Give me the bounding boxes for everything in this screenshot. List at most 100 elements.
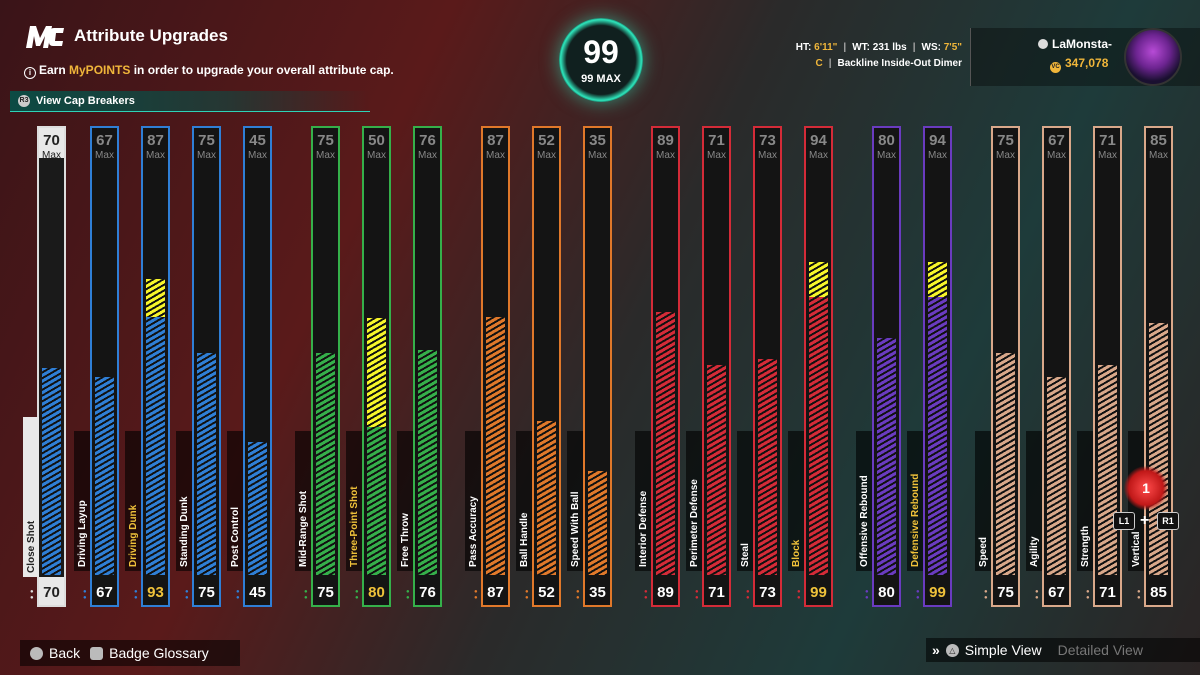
attribute-bar-steal[interactable]: 73 Max 73 Steal ● ● [737, 126, 782, 607]
attribute-name: Steal [740, 543, 751, 567]
attribute-bar-three-point-shot[interactable]: 50 Max 80 Three-Point Shot ● ● [346, 126, 391, 607]
attribute-bar-offensive-rebound[interactable]: 80 Max 80 Offensive Rebound ● ● [856, 126, 901, 607]
attribute-dots-icon: ● ● [746, 589, 750, 601]
attribute-name: Driving Dunk [128, 504, 139, 567]
attribute-bar-interior-defense[interactable]: 89 Max 89 Interior Defense ● ● [635, 126, 680, 607]
attribute-fill [809, 297, 828, 575]
attribute-cap-value: 75 [198, 132, 215, 149]
attribute-bar-agility[interactable]: 67 Max 67 Agility ● ● [1026, 126, 1071, 607]
simple-view-tab[interactable]: Simple View [964, 642, 1042, 658]
attribute-dots-icon: ● ● [1086, 589, 1090, 601]
attribute-label: Mid-Range Shot [295, 431, 311, 571]
attribute-dots-icon: ● ● [525, 589, 529, 601]
attribute-dots-icon: ● ● [1035, 589, 1039, 601]
attribute-bar-close-shot[interactable]: 70 Max 70 Close Shot ● ● [23, 126, 66, 607]
r1-button[interactable]: R1 [1157, 512, 1179, 530]
attribute-current-value: 99 [810, 584, 827, 601]
page-subtitle: i Earn MyPOINTS in order to upgrade your … [24, 63, 394, 79]
attribute-fill [656, 312, 675, 575]
attribute-cap-label: Max [1047, 150, 1066, 161]
attribute-current-value: 71 [708, 584, 725, 601]
attribute-cap-value: 71 [708, 132, 725, 149]
attribute-name: Vertical [1131, 531, 1142, 567]
attribute-name: Driving Layup [77, 500, 88, 567]
attribute-current-value: 75 [317, 584, 334, 601]
attribute-bar-ball-handle[interactable]: 52 Max 52 Ball Handle ● ● [516, 126, 561, 607]
page-indicator-ring: 1 [1124, 466, 1168, 510]
attribute-dots-icon: ● ● [304, 589, 308, 601]
attribute-cap-label: Max [1149, 150, 1168, 161]
player-position: C [815, 58, 823, 69]
l1-button[interactable]: L1 [1113, 512, 1135, 530]
attribute-current-value: 71 [1099, 584, 1116, 601]
attribute-name: Free Throw [400, 513, 411, 567]
attribute-cap-label: Max [418, 150, 437, 161]
attribute-fill [707, 365, 726, 575]
info-icon: i [24, 67, 36, 79]
attribute-name: Ball Handle [519, 512, 530, 567]
mycareer-logo-icon [26, 26, 64, 48]
attribute-label: Defensive Rebound [907, 431, 923, 571]
vc-coin-icon: VC [1050, 62, 1061, 73]
attribute-bar-vertical[interactable]: 85 Max 85 Vertical ● ● [1128, 126, 1173, 607]
attribute-fill [928, 297, 947, 575]
attribute-dots-icon: ● ● [474, 589, 478, 601]
attribute-cap-value: 52 [538, 132, 555, 149]
gamertag: LaMonsta- [1038, 37, 1112, 51]
r3-button-icon: R3 [18, 95, 30, 107]
attribute-cap-label: Max [42, 150, 61, 161]
height-label: HT: [795, 42, 812, 53]
attribute-bar-pass-accuracy[interactable]: 87 Max 87 Pass Accuracy ● ● [465, 126, 510, 607]
attribute-bar-mid-range-shot[interactable]: 75 Max 75 Mid-Range Shot ● ● [295, 126, 340, 607]
attribute-bar-strength[interactable]: 71 Max 71 Strength ● ● [1077, 126, 1122, 607]
attribute-bar-speed[interactable]: 75 Max 75 Speed ● ● [975, 126, 1020, 607]
page-indicator[interactable]: 1 L1 + R1 [1113, 462, 1179, 532]
attribute-cap-label: Max [707, 150, 726, 161]
attribute-dots-icon: ● ● [236, 589, 240, 601]
attribute-fill [996, 353, 1015, 575]
attribute-current-value: 75 [198, 584, 215, 601]
attribute-cap-value: 89 [657, 132, 674, 149]
attribute-cap-value: 94 [929, 132, 946, 149]
attribute-label: Standing Dunk [176, 431, 192, 571]
detailed-view-tab[interactable]: Detailed View [1057, 642, 1143, 658]
attribute-bar-block[interactable]: 94 Max 99 Block ● ● [788, 126, 833, 607]
badge-glossary-button[interactable]: Badge Glossary [109, 645, 209, 661]
attribute-dots-icon: ● ● [695, 589, 699, 601]
attribute-bar-perimeter-defense[interactable]: 71 Max 71 Perimeter Defense ● ● [686, 126, 731, 607]
attribute-current-value: 93 [147, 584, 164, 601]
attribute-current-value: 85 [1150, 584, 1167, 601]
attribute-bar-driving-layup[interactable]: 67 Max 67 Driving Layup ● ● [74, 126, 119, 607]
attribute-cap-label: Max [758, 150, 777, 161]
attribute-cap-value: 85 [1150, 132, 1167, 149]
header: Attribute Upgrades i Earn MyPOINTS in ord… [0, 0, 1200, 120]
attribute-bar-defensive-rebound[interactable]: 94 Max 99 Defensive Rebound ● ● [907, 126, 952, 607]
weight-label: WT: [852, 42, 870, 53]
attribute-bar-free-throw[interactable]: 76 Max 76 Free Throw ● ● [397, 126, 442, 607]
attribute-label: Offensive Rebound [856, 431, 872, 571]
attribute-cap-label: Max [197, 150, 216, 161]
attribute-cap-value: 45 [249, 132, 266, 149]
back-button[interactable]: Back [49, 645, 81, 661]
attribute-bar-speed-with-ball[interactable]: 35 Max 35 Speed With Ball ● ● [567, 126, 612, 607]
attribute-name: Three-Point Shot [349, 486, 360, 567]
attribute-bar-driving-dunk[interactable]: 87 Max 93 Driving Dunk ● ● [125, 126, 170, 607]
vc-balance: VC 347,078 [1050, 56, 1108, 73]
attribute-cap-value: 67 [1048, 132, 1065, 149]
attribute-cap-value: 73 [759, 132, 776, 149]
attribute-fill [367, 427, 386, 575]
attribute-cap-label: Max [877, 150, 896, 161]
weight-value: 231 lbs [872, 42, 907, 53]
page-indicator-value: 1 [1142, 480, 1150, 496]
wingspan-label: WS: [921, 42, 941, 53]
attribute-fill [95, 377, 114, 575]
wingspan-value: 7'5" [943, 42, 962, 53]
attribute-bar-post-control[interactable]: 45 Max 45 Post Control ● ● [227, 126, 272, 607]
attribute-label: Interior Defense [635, 431, 651, 571]
attribute-bar-standing-dunk[interactable]: 75 Max 75 Standing Dunk ● ● [176, 126, 221, 607]
view-toggle[interactable]: » △ Simple View Detailed View [926, 638, 1200, 662]
attribute-current-value: 80 [878, 584, 895, 601]
attribute-name: Post Control [230, 507, 241, 567]
view-cap-breakers-button[interactable]: R3 View Cap Breakers [10, 91, 370, 112]
